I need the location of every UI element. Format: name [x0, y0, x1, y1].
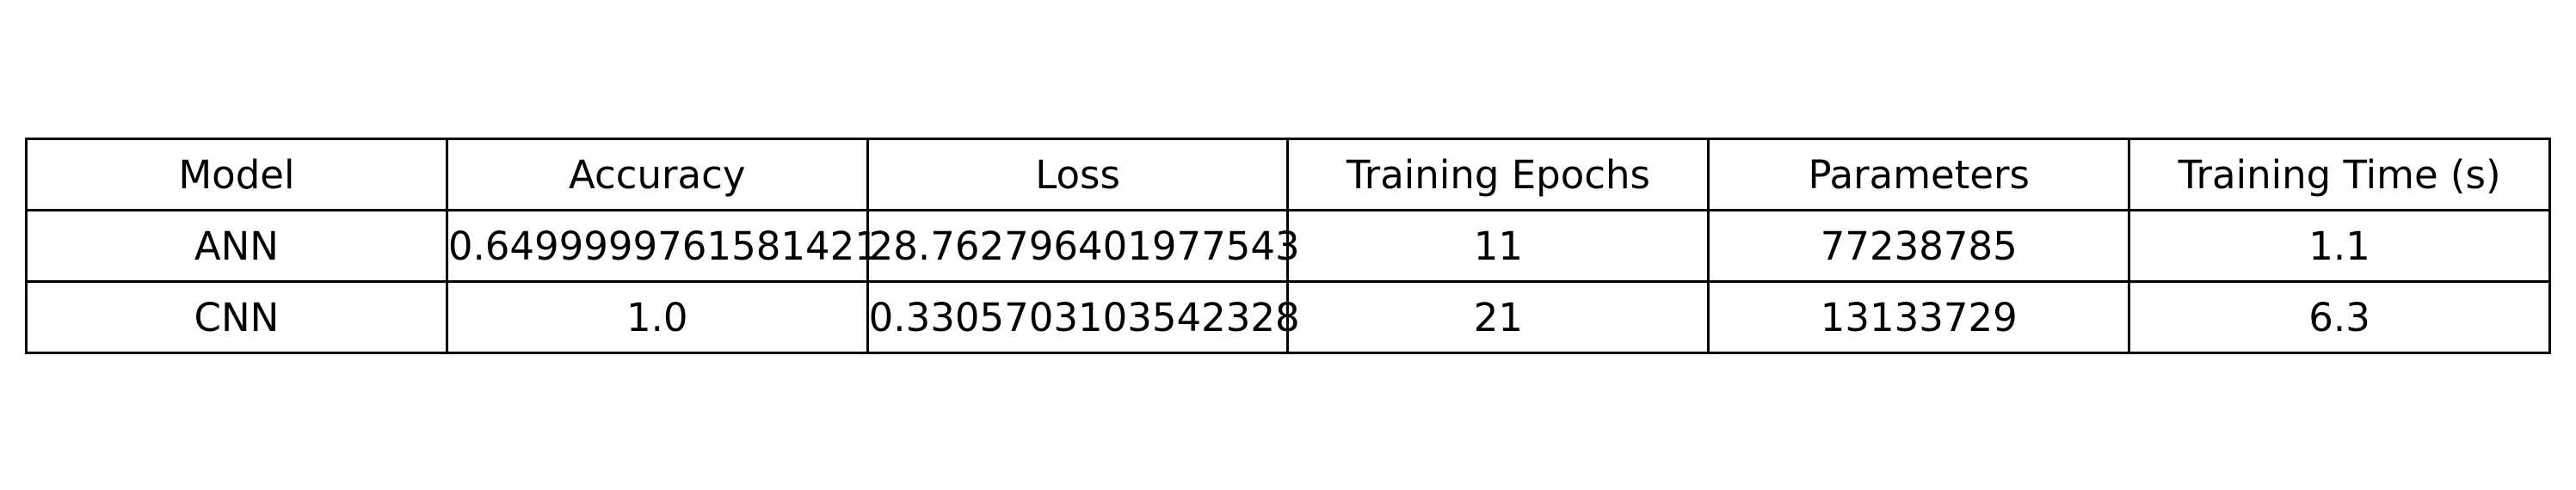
cell-parameters: 13133729: [1707, 280, 2131, 354]
header-model: Model: [25, 138, 448, 211]
cell-training-epochs: 21: [1286, 280, 1710, 354]
cell-training-epochs: 11: [1286, 209, 1710, 283]
header-accuracy: Accuracy: [445, 138, 869, 211]
header-loss: Loss: [866, 138, 1290, 211]
cell-model: ANN: [25, 209, 448, 283]
header-row: Model Accuracy Loss Training Epochs Para…: [25, 138, 2551, 211]
header-training-time: Training Time (s): [2128, 138, 2551, 211]
header-parameters: Parameters: [1707, 138, 2131, 211]
comparison-table: Model Accuracy Loss Training Epochs Para…: [25, 138, 2551, 354]
results-table: Model Accuracy Loss Training Epochs Para…: [25, 138, 2551, 354]
header-training-epochs: Training Epochs: [1286, 138, 1710, 211]
cell-training-time: 1.1: [2128, 209, 2551, 283]
table-row: ANN 0.6499999761581421 28.76279640197754…: [25, 209, 2551, 283]
cell-accuracy: 0.6499999761581421: [445, 209, 879, 283]
table-row: CNN 1.0 0.3305703103542328 21 13133729 6…: [25, 280, 2551, 354]
cell-parameters: 77238785: [1707, 209, 2131, 283]
cell-accuracy: 1.0: [445, 280, 869, 354]
cell-model: CNN: [25, 280, 448, 354]
cell-loss: 0.3305703103542328: [866, 280, 1300, 354]
cell-loss: 28.762796401977543: [866, 209, 1300, 283]
cell-training-time: 6.3: [2128, 280, 2551, 354]
